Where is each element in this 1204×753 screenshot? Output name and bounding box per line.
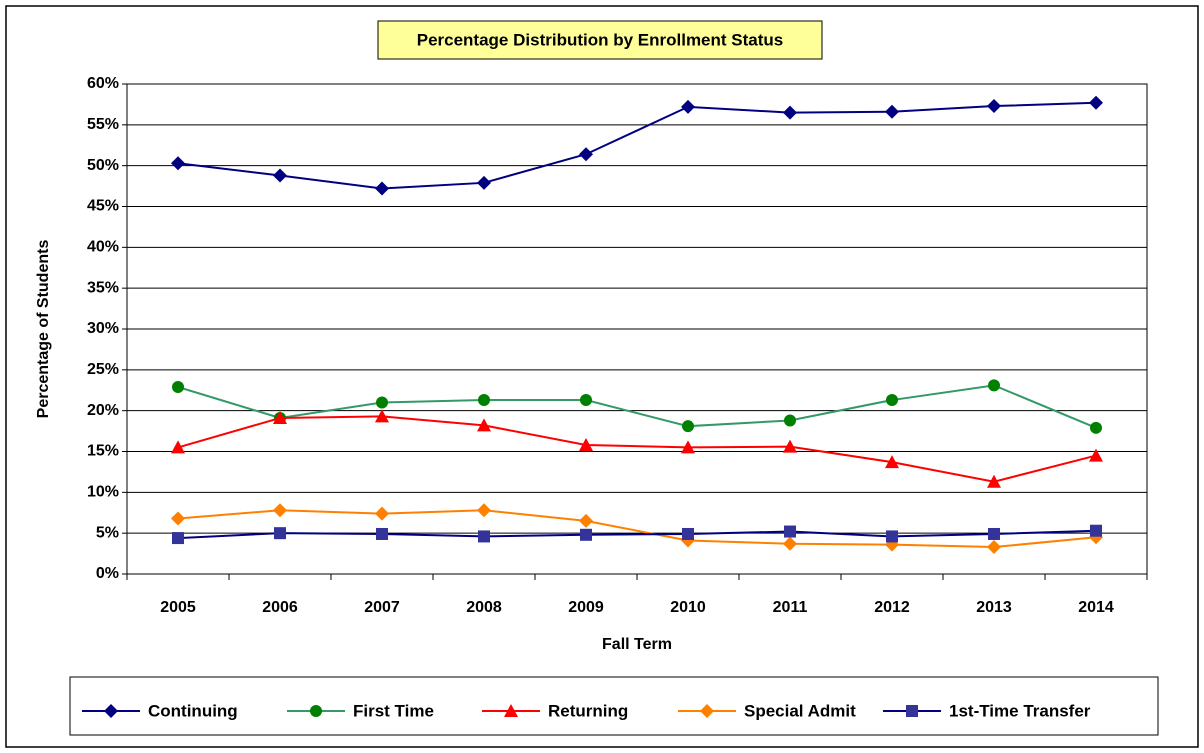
series-line: [177, 384, 1097, 429]
x-axis-label: Fall Term: [602, 636, 672, 653]
marker: [172, 380, 184, 393]
y-tick-label: 0%: [96, 565, 119, 582]
legend-box: [69, 676, 1159, 736]
marker: [1089, 448, 1103, 462]
x-tick-label: 2006: [262, 599, 298, 616]
marker: [273, 503, 287, 518]
marker: [477, 418, 491, 432]
legend-label: 1st-Time Transfer: [949, 701, 1091, 720]
x-tick-label: 2010: [670, 599, 706, 616]
marker: [885, 455, 899, 469]
y-tick-label: 5%: [96, 524, 119, 541]
marker: [987, 474, 1001, 488]
x-tick-label: 2007: [364, 599, 400, 616]
marker: [681, 99, 695, 114]
y-tick-label: 35%: [87, 279, 119, 296]
marker: [579, 147, 593, 162]
marker: [987, 99, 1001, 114]
legend-marker: [504, 704, 518, 717]
x-tick-label: 2005: [160, 599, 196, 616]
marker: [376, 527, 388, 540]
marker: [987, 540, 1001, 555]
x-tick-label: 2012: [874, 599, 910, 616]
y-tick-label: 10%: [87, 484, 119, 501]
y-tick-label: 15%: [87, 443, 119, 460]
title-box: [377, 20, 823, 60]
marker: [375, 181, 389, 196]
marker: [274, 527, 286, 540]
marker: [375, 506, 389, 521]
marker: [478, 530, 490, 543]
marker: [477, 175, 491, 190]
marker: [579, 513, 593, 528]
marker: [1090, 524, 1102, 537]
y-tick-label: 50%: [87, 157, 119, 174]
y-axis-label: Percentage of Students: [35, 240, 52, 419]
marker: [273, 411, 287, 425]
y-tick-label: 40%: [87, 239, 119, 256]
legend-marker: [104, 704, 118, 718]
marker: [988, 527, 1000, 540]
y-tick-label: 45%: [87, 198, 119, 215]
legend-marker: [700, 704, 714, 718]
marker: [682, 527, 694, 540]
x-tick-label: 2011: [773, 599, 808, 616]
marker: [783, 536, 797, 551]
legend-marker: [310, 705, 322, 717]
marker: [579, 437, 593, 451]
series-line: [177, 415, 1097, 483]
chart-title: Percentage Distribution by Enrollment St…: [417, 30, 784, 49]
marker: [172, 532, 184, 545]
marker: [580, 528, 592, 541]
marker: [376, 396, 388, 409]
y-tick-label: 25%: [87, 361, 119, 378]
x-tick-label: 2008: [466, 599, 502, 616]
marker: [171, 511, 185, 526]
series-line: [177, 509, 1097, 549]
legend-label: Special Admit: [744, 701, 856, 720]
y-tick-label: 60%: [87, 75, 119, 92]
series-line: [177, 101, 1097, 190]
x-tick-label: 2013: [976, 599, 1012, 616]
marker: [478, 394, 490, 407]
marker: [1089, 95, 1103, 110]
marker: [885, 104, 899, 119]
x-tick-label: 2014: [1078, 599, 1114, 616]
marker: [783, 439, 797, 453]
marker: [682, 420, 694, 433]
marker: [886, 394, 898, 407]
marker: [477, 503, 491, 518]
x-tick-label: 2009: [568, 599, 604, 616]
marker: [1090, 421, 1102, 434]
legend-label: Returning: [548, 701, 628, 720]
y-tick-label: 20%: [87, 402, 119, 419]
legend-marker: [906, 705, 918, 717]
marker: [273, 168, 287, 183]
legend-label: Continuing: [148, 701, 238, 720]
marker: [886, 530, 898, 543]
marker: [375, 409, 389, 423]
y-tick-label: 30%: [87, 320, 119, 337]
marker: [784, 525, 796, 538]
marker: [171, 440, 185, 454]
series-line: [177, 529, 1097, 540]
marker: [171, 156, 185, 171]
marker: [988, 379, 1000, 392]
marker: [580, 394, 592, 407]
legend-label: First Time: [353, 701, 434, 720]
marker: [784, 414, 796, 427]
y-tick-label: 55%: [87, 116, 119, 133]
marker: [681, 440, 695, 454]
marker: [783, 105, 797, 120]
